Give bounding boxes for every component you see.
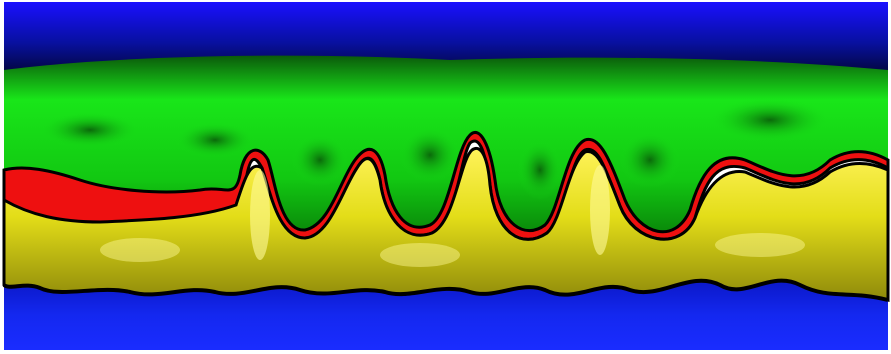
highlight [250, 170, 270, 260]
highlight [100, 238, 180, 262]
bottom-fluid-layer [4, 280, 888, 350]
highlight [380, 243, 460, 267]
highlight [715, 233, 805, 257]
dark-gap [2, 278, 889, 302]
eddy [400, 127, 460, 183]
eddy [620, 132, 680, 188]
eddy [175, 122, 255, 158]
eddy [292, 134, 348, 186]
eddy [518, 140, 562, 200]
eddy [40, 112, 140, 148]
highlight [590, 165, 610, 255]
eddy [710, 98, 830, 142]
